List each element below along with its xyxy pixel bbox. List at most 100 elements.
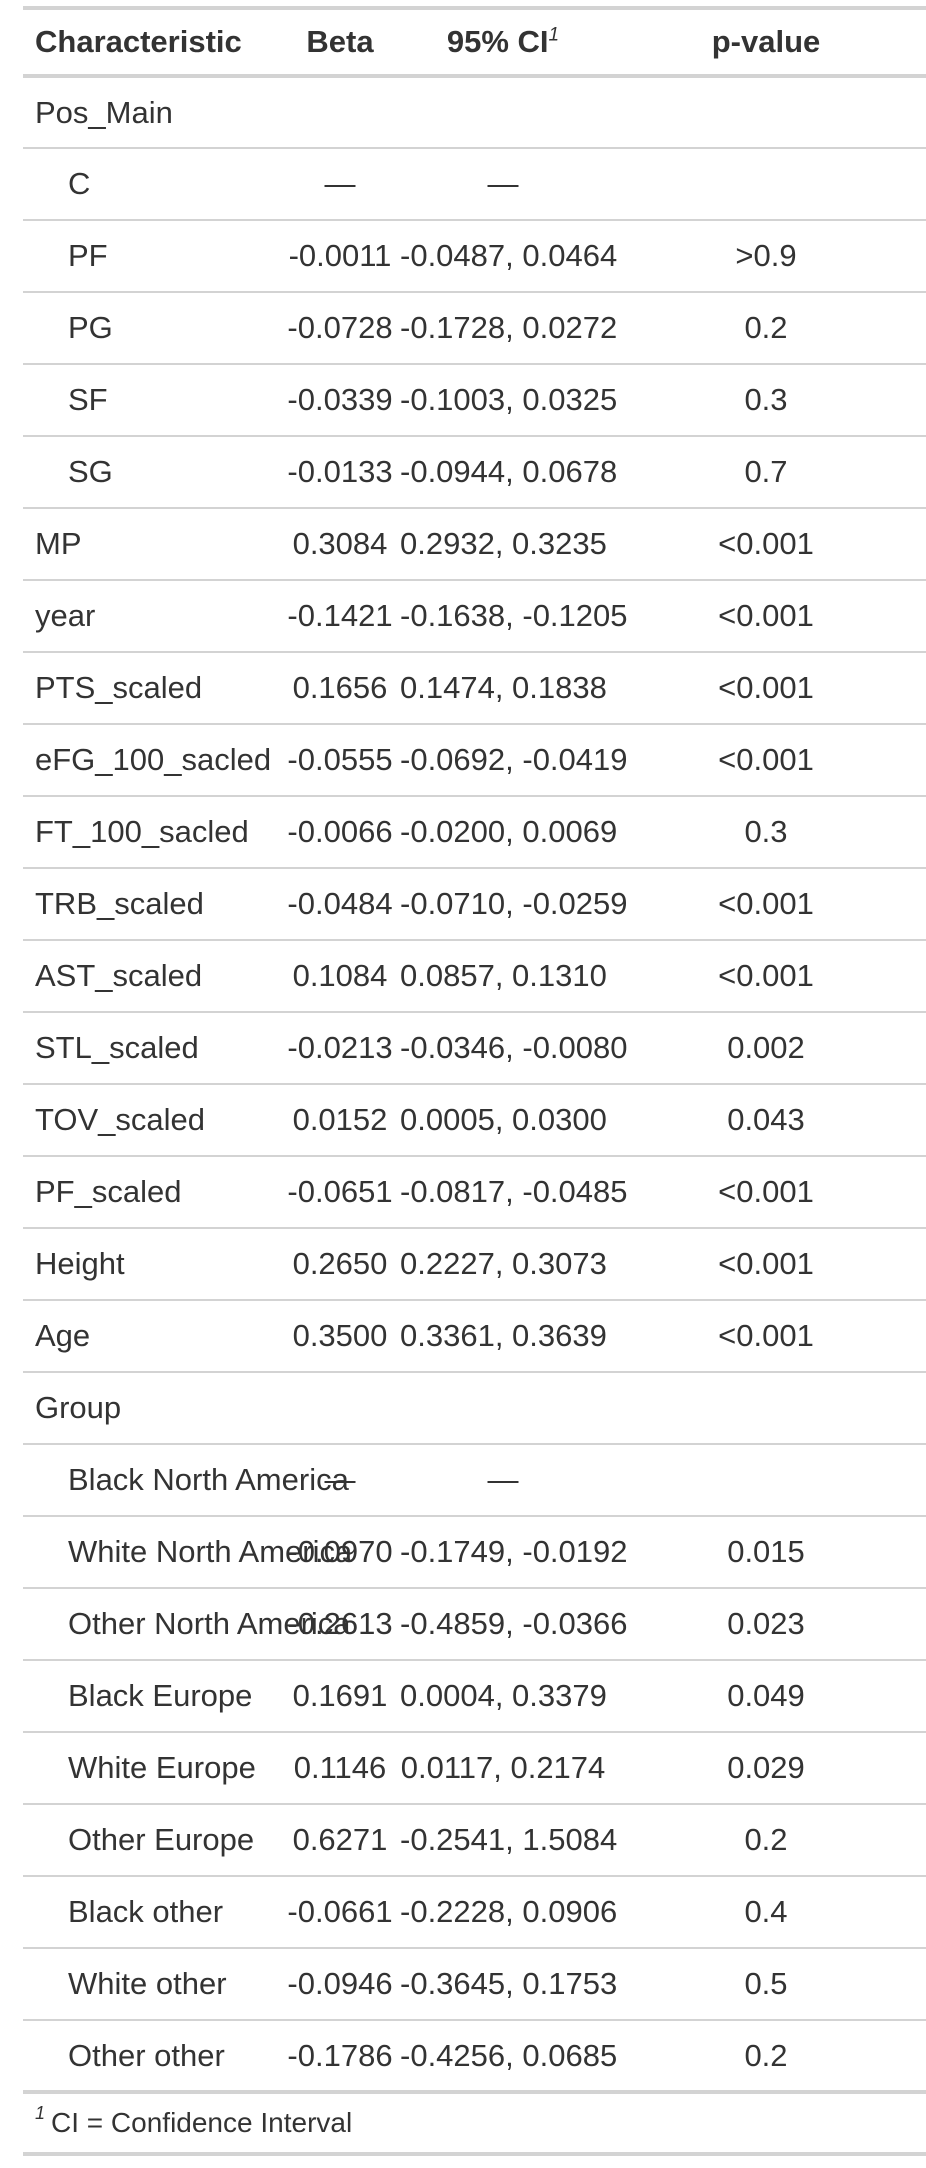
cell-beta: -0.0970	[287, 1534, 393, 1569]
cell-characteristic: Other North America	[68, 1606, 351, 1641]
table-row: PTS_scaled 0.1656 0.1474, 0.1838 <0.001	[23, 652, 926, 724]
cell-ci: -0.0200, 0.0069	[400, 814, 618, 849]
cell-pvalue: <0.001	[718, 1174, 814, 1209]
cell-ci: -0.0710, -0.0259	[400, 886, 628, 921]
cell-ci: -0.4859, -0.0366	[400, 1606, 628, 1641]
cell-characteristic: Group	[35, 1390, 122, 1425]
header-ci-footnote-marker: 1	[548, 24, 560, 46]
cell-characteristic: SG	[68, 454, 113, 489]
cell-beta: -0.0728	[287, 310, 393, 345]
cell-ci: -0.2228, 0.0906	[400, 1894, 618, 1929]
cell-ci: —	[487, 166, 519, 201]
table-row: AST_scaled 0.1084 0.0857, 0.1310 <0.001	[23, 940, 926, 1012]
table-row: Black Europe 0.1691 0.0004, 0.3379 0.049	[23, 1660, 926, 1732]
cell-ci: 0.2227, 0.3073	[400, 1246, 607, 1281]
header-characteristic: Characteristic	[35, 24, 242, 59]
cell-beta: -0.0555	[287, 742, 393, 777]
table-row: White Europe 0.1146 0.0117, 0.2174 0.029	[23, 1732, 926, 1804]
cell-pvalue: <0.001	[718, 598, 814, 633]
cell-characteristic: TOV_scaled	[35, 1102, 206, 1137]
table-row: FT_100_sacled -0.0066 -0.0200, 0.0069 0.3	[23, 796, 926, 868]
cell-pvalue: <0.001	[718, 742, 814, 777]
cell-characteristic: PF_scaled	[35, 1174, 182, 1209]
table-row: MP 0.3084 0.2932, 0.3235 <0.001	[23, 508, 926, 580]
cell-ci: -0.0944, 0.0678	[400, 454, 618, 489]
cell-ci: -0.0817, -0.0485	[400, 1174, 628, 1209]
table-row: TOV_scaled 0.0152 0.0005, 0.0300 0.043	[23, 1084, 926, 1156]
table-row: PG -0.0728 -0.1728, 0.0272 0.2	[23, 292, 926, 364]
cell-characteristic: Black Europe	[68, 1678, 253, 1713]
cell-beta: 0.3084	[292, 526, 388, 561]
cell-pvalue: 0.002	[727, 1030, 805, 1065]
cell-beta: -0.0946	[287, 1966, 393, 2001]
cell-characteristic: PG	[68, 310, 113, 345]
table-row: PF_scaled -0.0651 -0.0817, -0.0485 <0.001	[23, 1156, 926, 1228]
table-row: SG -0.0133 -0.0944, 0.0678 0.7	[23, 436, 926, 508]
cell-ci	[400, 1372, 606, 1444]
cell-pvalue: 0.2	[744, 1822, 788, 1857]
cell-beta: -0.0133	[287, 454, 393, 489]
cell-beta: 0.1656	[292, 670, 388, 705]
cell-beta: 0.3500	[292, 1318, 388, 1353]
cell-characteristic: Other other	[68, 2037, 225, 2073]
cell-beta: 0.1691	[292, 1678, 388, 1713]
cell-pvalue: <0.001	[718, 1318, 814, 1353]
cell-ci: -0.4256, 0.0685	[400, 2037, 618, 2073]
cell-pvalue: 0.2	[744, 2037, 788, 2073]
cell-beta: —	[324, 1462, 356, 1497]
cell-beta: 0.0152	[292, 1102, 388, 1137]
cell-ci: -0.2541, 1.5084	[400, 1822, 618, 1857]
header-ci-label: 95% CI	[446, 24, 549, 59]
cell-characteristic: C	[68, 166, 91, 201]
table-footnote: 1 CI = Confidence Interval	[23, 2094, 926, 2156]
cell-characteristic: White North America	[68, 1534, 353, 1569]
regression-table: Characteristic Beta 95% CI1 p-value Pos_…	[23, 6, 926, 2094]
table-row: eFG_100_sacled -0.0555 -0.0692, -0.0419 <0.…	[23, 724, 926, 796]
cell-characteristic: year	[35, 598, 96, 633]
cell-ci: 0.0004, 0.3379	[400, 1678, 607, 1713]
cell-pvalue	[606, 148, 926, 220]
cell-characteristic: PTS_scaled	[35, 670, 203, 705]
table-body: Pos_Main C — — PF -0.0011 -0.0487, 0.0464 >0.9 P…	[23, 76, 926, 2092]
cell-characteristic: STL_scaled	[35, 1030, 199, 1065]
cell-pvalue: 0.015	[727, 1534, 805, 1569]
cell-ci: 0.1474, 0.1838	[400, 670, 607, 705]
cell-beta: 0.1084	[292, 958, 388, 993]
cell-pvalue: 0.2	[744, 310, 788, 345]
table-row: C — —	[23, 148, 926, 220]
header-ci: 95% CI1	[400, 8, 606, 76]
cell-beta: -0.0339	[287, 382, 393, 417]
cell-characteristic: AST_scaled	[35, 958, 203, 993]
cell-beta: -0.1421	[287, 598, 393, 633]
cell-characteristic: FT_100_sacled	[35, 814, 249, 849]
cell-pvalue: 0.049	[727, 1678, 805, 1713]
cell-characteristic: SF	[68, 382, 108, 417]
cell-pvalue: 0.043	[727, 1102, 805, 1137]
cell-beta: -0.0066	[287, 814, 393, 849]
cell-pvalue: 0.4	[744, 1894, 788, 1929]
table-row: Black North America — —	[23, 1444, 926, 1516]
cell-characteristic: Other Europe	[68, 1822, 255, 1857]
cell-characteristic: MP	[35, 526, 82, 561]
table-header: Characteristic Beta 95% CI1 p-value	[23, 8, 926, 76]
cell-pvalue: <0.001	[718, 1246, 814, 1281]
regression-table-container: Characteristic Beta 95% CI1 p-value Pos_…	[23, 6, 926, 2156]
cell-ci: -0.1728, 0.0272	[400, 310, 618, 345]
footnote-text: CI = Confidence Interval	[51, 2107, 353, 2138]
cell-beta: —	[324, 166, 356, 201]
cell-beta: -0.0661	[287, 1894, 393, 1929]
cell-ci: —	[487, 1462, 519, 1497]
cell-ci: -0.1638, -0.1205	[400, 598, 628, 633]
cell-beta: 0.6271	[292, 1822, 388, 1857]
cell-beta: -0.1786	[287, 2037, 393, 2073]
table-row: STL_scaled -0.0213 -0.0346, -0.0080 0.002	[23, 1012, 926, 1084]
cell-pvalue	[606, 76, 926, 148]
cell-pvalue: >0.9	[735, 238, 797, 273]
table-row: year -0.1421 -0.1638, -0.1205 <0.001	[23, 580, 926, 652]
cell-characteristic: White Europe	[68, 1750, 256, 1785]
table-row: Pos_Main	[23, 76, 926, 148]
table-row: White other -0.0946 -0.3645, 0.1753 0.5	[23, 1948, 926, 2020]
cell-characteristic: eFG_100_sacled	[35, 742, 272, 777]
table-row: PF -0.0011 -0.0487, 0.0464 >0.9	[23, 220, 926, 292]
header-pvalue: p-value	[711, 24, 821, 59]
